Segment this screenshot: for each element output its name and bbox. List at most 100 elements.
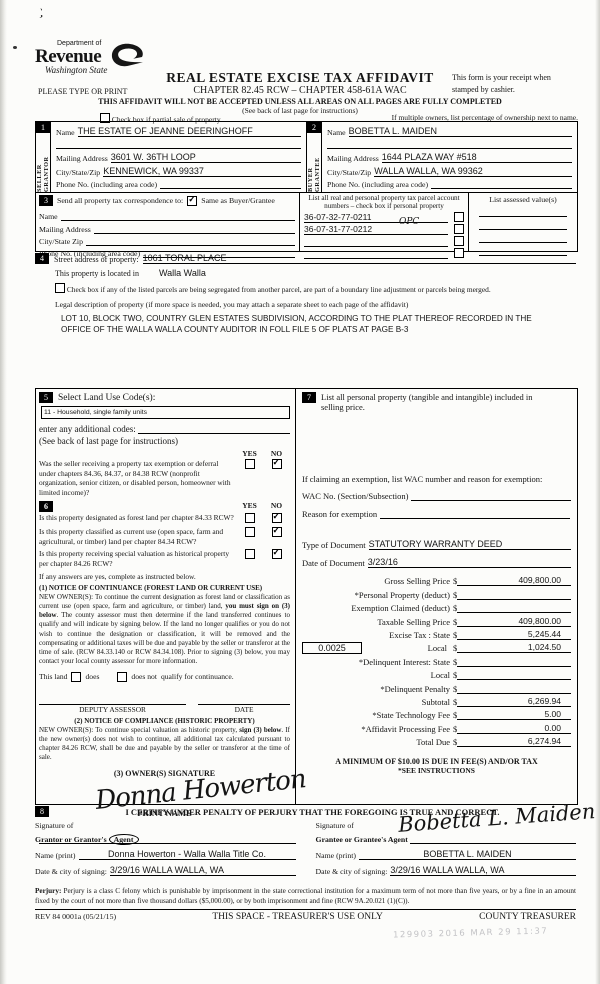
- legal-description-line2: OFFICE OF THE WALLA WALLA COUNTY AUDITOR…: [61, 325, 409, 335]
- located-in-value[interactable]: Walla Walla: [158, 268, 206, 278]
- agent-circled-word: Agent: [108, 834, 139, 845]
- compliance-title: (2) NOTICE OF COMPLIANCE (HISTORIC PROPE…: [74, 716, 255, 725]
- excise-tax-state-field[interactable]: 5,245.44: [457, 629, 571, 640]
- seller-name-label: Name: [56, 128, 75, 137]
- seller-mailing-field[interactable]: 3601 W. 36TH LOOP: [110, 152, 301, 163]
- segregated-checkbox[interactable]: [55, 283, 65, 293]
- s5-q1-no-checkbox[interactable]: [271, 457, 282, 469]
- logo-state-text: Washington State: [45, 65, 108, 75]
- buyer-name2-field[interactable]: [327, 138, 572, 149]
- assessed-value-line-1[interactable]: [479, 204, 567, 217]
- s6-q3-no-checkbox[interactable]: [271, 547, 282, 560]
- section-2-number: 2: [307, 122, 321, 133]
- buyer-name-field[interactable]: BOBETTA L. MAIDEN: [348, 126, 572, 137]
- section-6-number: 6: [39, 500, 53, 512]
- s6-q1-yes-checkbox[interactable]: [244, 512, 255, 523]
- grantor-name-print-field[interactable]: Donna Howerton - Walla Walla Title Co.: [78, 849, 296, 860]
- subtotal-field[interactable]: 6,269.94: [457, 696, 571, 707]
- seller-city-field[interactable]: KENNEWICK, WA 99337: [103, 166, 301, 177]
- s6-q2-yes-checkbox[interactable]: [244, 527, 255, 538]
- grantee-date-label: Date & city of signing:: [315, 867, 388, 876]
- s6-q3-yes-checkbox[interactable]: [244, 549, 255, 560]
- buyer-grantee-side-label: BUYER GRANTEE: [307, 157, 321, 192]
- section-1-number: 1: [36, 122, 50, 133]
- assessed-value-line-3[interactable]: [479, 230, 567, 243]
- doc-date-label: Date of Document: [302, 558, 365, 568]
- section-4: 4 Street address of property: 1061 TORAL…: [35, 253, 576, 335]
- doc-date-field[interactable]: 3/23/16: [367, 557, 571, 568]
- land-does-checkbox[interactable]: [71, 671, 82, 682]
- seller-phone-field[interactable]: [160, 178, 301, 189]
- grantee-date-field[interactable]: 3/29/16 WALLA WALLA, WA: [390, 865, 576, 876]
- reason-field[interactable]: [380, 508, 571, 519]
- exemption-claimed-field[interactable]: [457, 602, 571, 614]
- seller-city-label: City/State/Zip: [56, 168, 101, 177]
- s3-mailing-field[interactable]: [93, 223, 295, 234]
- s3-mailing-label: Mailing Address: [39, 225, 91, 234]
- doc-type-field[interactable]: STATUTORY WARRANTY DEED: [368, 539, 571, 550]
- print-name-label: PRINT NAME: [137, 807, 192, 818]
- parcel-4-personal-checkbox[interactable]: [454, 247, 464, 258]
- parcel-number-3[interactable]: [304, 245, 448, 247]
- delinquent-interest-state-field[interactable]: [457, 656, 571, 667]
- buyer-mailing-field[interactable]: 1644 PLAZA WAY #518: [381, 152, 572, 163]
- s3-phone-field[interactable]: [143, 247, 295, 258]
- deputy-assessor-sign-line[interactable]: [39, 692, 187, 705]
- s5-q1-yes-checkbox[interactable]: [244, 459, 255, 469]
- logo-dept-text: Department of: [57, 40, 102, 47]
- same-as-buyer-checkbox[interactable]: [187, 194, 198, 206]
- street-address-field[interactable]: 1061 TORAL PLACE: [142, 253, 576, 264]
- owners-signature-line[interactable]: [45, 792, 284, 805]
- multiple-owners-note: If multiple owners, list percentage of o…: [391, 113, 578, 122]
- parcel-2-personal-checkbox[interactable]: [454, 223, 464, 234]
- scan-artifact: `,: [35, 7, 46, 20]
- grantor-signature-line[interactable]: [140, 833, 296, 844]
- buyer-phone-field[interactable]: [431, 178, 572, 189]
- s3-city-label: City/State Zip: [39, 237, 83, 246]
- buyer-section: 2 BUYER GRANTEE Name BOBETTA L. MAIDEN M…: [307, 122, 577, 192]
- grantee-name-print-field[interactable]: BOBETTA L. MAIDEN: [359, 849, 576, 860]
- gross-selling-price-field[interactable]: 409,800.00: [457, 575, 571, 587]
- assessed-value-line-2[interactable]: [479, 217, 567, 230]
- legal-description-label: Legal description of property (if more s…: [55, 300, 409, 309]
- deputy-date-line[interactable]: [198, 692, 290, 705]
- s6-q1-no-checkbox[interactable]: [271, 511, 282, 523]
- assessed-values-header: List assessed value(s): [489, 195, 557, 204]
- partial-sale-label: Check box if partial sale of property: [111, 115, 221, 124]
- s6-q2-no-checkbox[interactable]: [271, 525, 282, 538]
- personal-property-deduct-field[interactable]: [457, 589, 571, 600]
- s5-see-back: (See back of last page for instructions): [39, 436, 178, 446]
- excise-tax-local-field[interactable]: 1,024.50: [457, 642, 571, 654]
- buyer-city-field[interactable]: WALLA WALLA, WA 99362: [374, 166, 572, 177]
- deputy-assessor-label: DEPUTY ASSESSOR: [79, 704, 146, 714]
- parcel-number-2[interactable]: 36-07-31-77-0212 OPC: [304, 217, 448, 235]
- treasurer-space-label: THIS SPACE - TREASURER'S USE ONLY: [212, 912, 383, 922]
- wac-label: WAC No. (Section/Subsection): [302, 491, 409, 501]
- grantor-date-field[interactable]: 3/29/16 WALLA WALLA, WA: [109, 865, 296, 876]
- taxable-selling-price-field[interactable]: 409,800.00: [457, 616, 571, 627]
- parcel-1-personal-checkbox[interactable]: [454, 211, 464, 222]
- assessed-value-line-4[interactable]: [479, 243, 567, 256]
- parcel-number-4[interactable]: [304, 257, 448, 259]
- delinquent-penalty-field[interactable]: [457, 683, 571, 694]
- parcel-3-personal-checkbox[interactable]: [454, 235, 464, 246]
- parcel-number-1[interactable]: 36-07-32-77-0211: [304, 212, 448, 223]
- dor-logo: Department of Revenue Washington State: [35, 40, 145, 75]
- additional-codes-field[interactable]: [137, 423, 290, 434]
- total-due-field[interactable]: 6,274.94: [457, 736, 571, 748]
- seller-name2-field[interactable]: [56, 138, 301, 149]
- land-does-not-checkbox[interactable]: [117, 671, 128, 682]
- seller-grantor-side-label: SELLER GRANTOR: [36, 156, 50, 192]
- state-technology-fee-field[interactable]: 5.00: [457, 709, 571, 721]
- s3-name-field[interactable]: [60, 210, 295, 221]
- s3-city-field[interactable]: [85, 235, 295, 246]
- affidavit-processing-fee-field[interactable]: 0.00: [457, 723, 571, 734]
- wac-field[interactable]: [411, 490, 571, 501]
- partial-sale-checkbox[interactable]: [100, 113, 110, 123]
- grantee-signature-line[interactable]: [409, 833, 576, 844]
- land-use-code-field[interactable]: 11 - Household, single family units: [41, 406, 290, 419]
- seller-name-field[interactable]: THE ESTATE OF JEANNE DEERINGHOFF: [77, 126, 301, 137]
- delinquent-interest-local-field[interactable]: [457, 669, 571, 681]
- mid-box: 5 Select Land Use Code(s): 11 - Househol…: [35, 388, 578, 844]
